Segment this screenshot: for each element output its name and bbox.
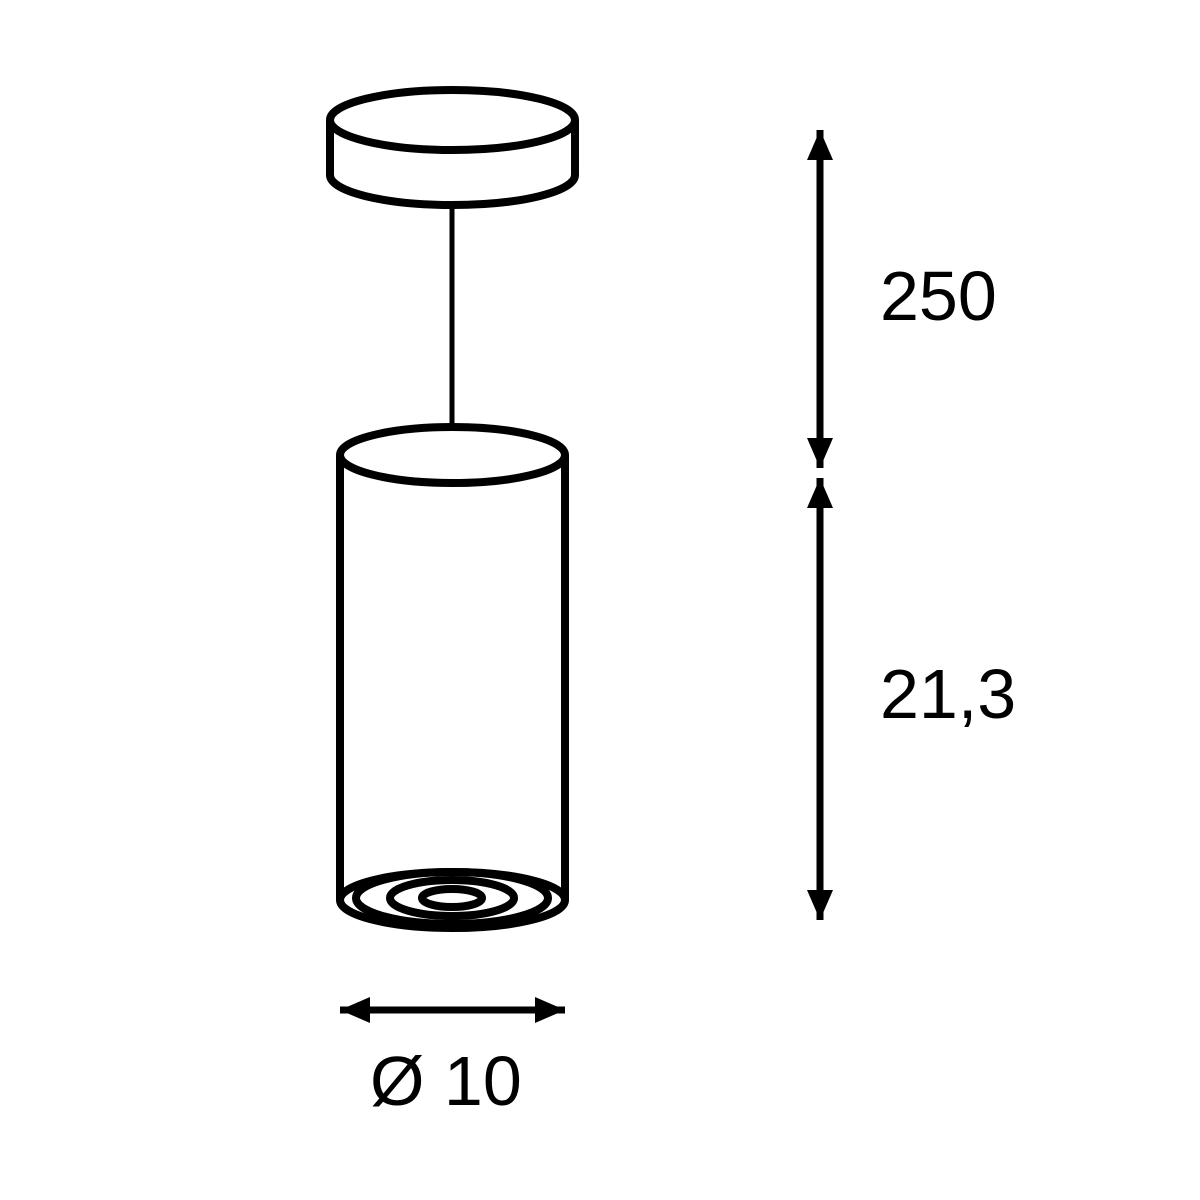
dim-diameter-label: Ø 10 xyxy=(370,1042,522,1120)
dim-body-label: 21,3 xyxy=(880,655,1016,733)
pendant-top-ellipse xyxy=(340,427,565,483)
canopy-bottom-arc xyxy=(330,175,575,205)
dimension-arrowhead xyxy=(535,997,565,1023)
dimension-arrowhead xyxy=(340,997,370,1023)
dimension-arrowhead xyxy=(807,438,833,468)
dimension-arrowhead xyxy=(807,890,833,920)
dimension-arrowhead xyxy=(807,478,833,508)
dimension-arrowhead xyxy=(807,130,833,160)
aperture-inner xyxy=(422,889,482,907)
dim-cable-label: 250 xyxy=(880,257,997,335)
canopy-top-ellipse xyxy=(330,90,575,150)
